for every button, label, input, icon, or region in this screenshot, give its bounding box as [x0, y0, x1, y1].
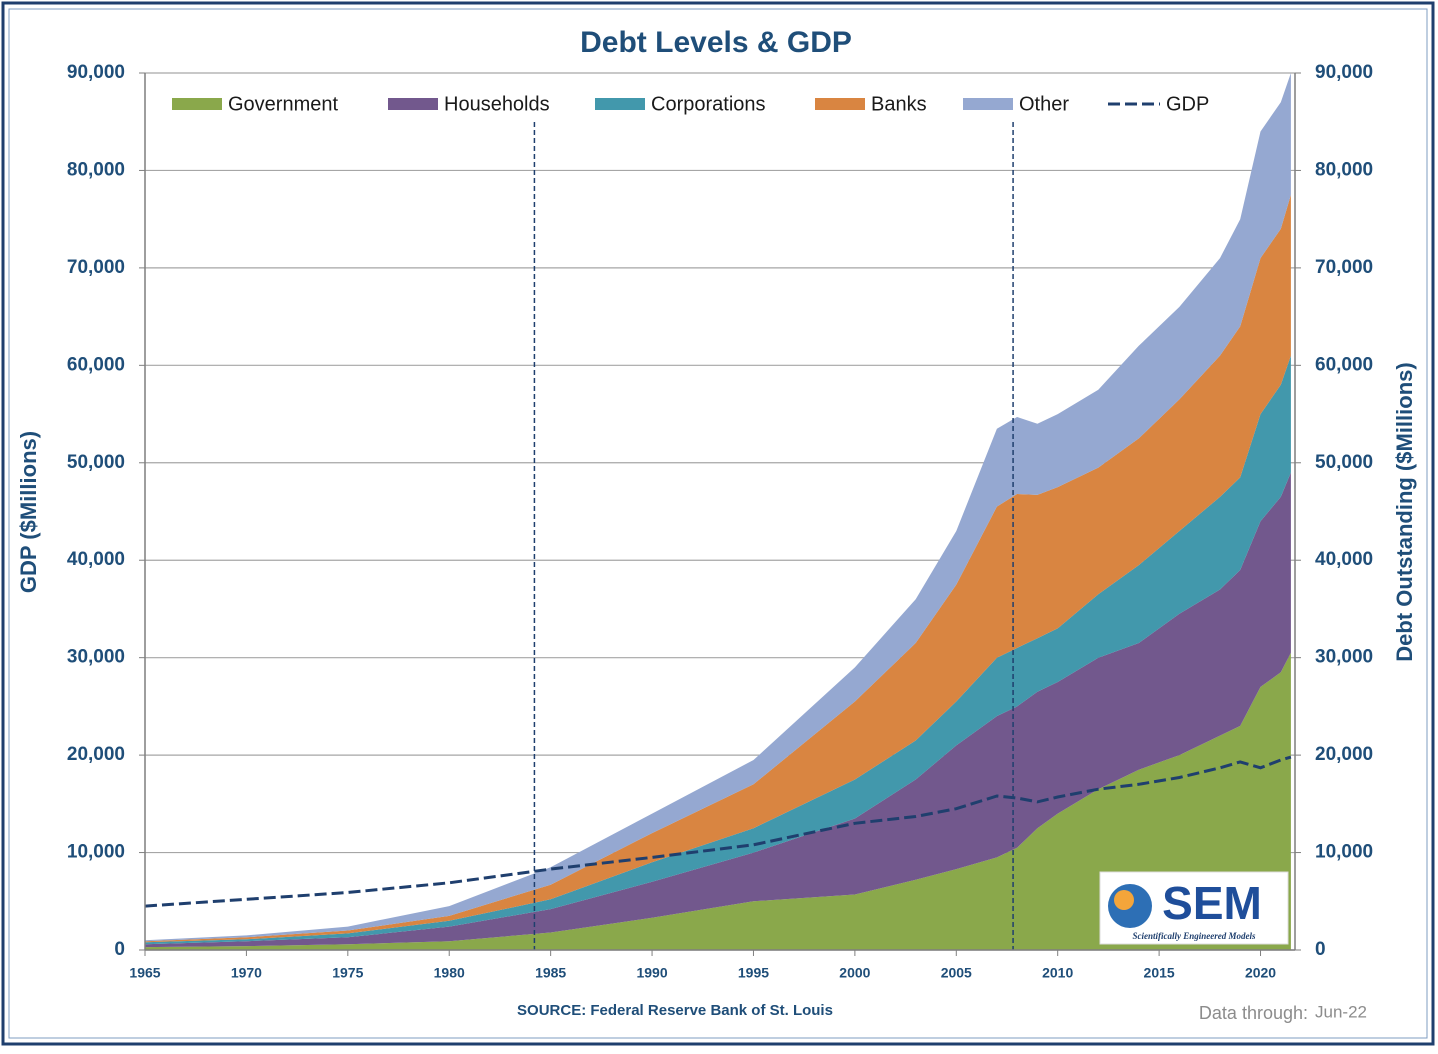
legend-label: Other: [1019, 93, 1069, 115]
x-tick-label: 1985: [535, 965, 566, 981]
legend-swatch: [595, 98, 645, 110]
x-tick-label: 2005: [941, 965, 972, 981]
y-tick-label: 60,000: [67, 354, 125, 375]
inner-frame: [8, 8, 1428, 1039]
y2-tick-label: 0: [1315, 939, 1326, 960]
x-tick-label: 1965: [129, 965, 160, 981]
source-note: SOURCE: Federal Reserve Bank of St. Loui…: [517, 1002, 833, 1019]
y-tick-label: 0: [114, 939, 125, 960]
x-tick-label: 2000: [839, 965, 870, 981]
data-through-label: Data through:: [1199, 1003, 1308, 1023]
area-banks: [145, 194, 1291, 943]
legend-swatch: [172, 98, 222, 110]
x-tick-label: 1980: [434, 965, 465, 981]
y2-tick-label: 10,000: [1315, 842, 1373, 863]
area-government: [145, 652, 1291, 950]
x-tick-label: 2015: [1144, 965, 1175, 981]
logo-subtitle: Scientifically Engineered Models: [1133, 931, 1256, 941]
area-corporations: [145, 355, 1291, 945]
legend-label: Government: [228, 93, 338, 115]
data-through-date: Jun-22: [1315, 1002, 1367, 1021]
legend-label: Households: [444, 93, 550, 115]
y2-tick-label: 30,000: [1315, 647, 1373, 668]
y-tick-label: 20,000: [67, 744, 125, 765]
legend-label: Banks: [871, 93, 927, 115]
y2-tick-label: 90,000: [1315, 62, 1373, 83]
plot-area: 0 10,000 20,000 30,000 40,000 50,000 60,000 70,…: [67, 62, 1373, 981]
legend-swatch: [815, 98, 865, 110]
logo-sun: [1114, 890, 1134, 910]
x-tick-label: 1995: [738, 965, 769, 981]
y2-tick-label: 40,000: [1315, 549, 1373, 570]
chart-title: Debt Levels & GDP: [580, 26, 852, 59]
x-tick-label: 2010: [1042, 965, 1073, 981]
y-tick-label: 40,000: [67, 549, 125, 570]
x-tick-label: 1975: [332, 965, 363, 981]
y2-tick-label: 80,000: [1315, 159, 1373, 180]
y-tick-label: 10,000: [67, 842, 125, 863]
y-tick-label: 50,000: [67, 452, 125, 473]
y-axis-label: GDP ($Millions): [16, 431, 41, 593]
y2-tick-label: 50,000: [1315, 452, 1373, 473]
x-tick-label: 2020: [1245, 965, 1276, 981]
y-tick-label: 90,000: [67, 62, 125, 83]
legend-swatch: [963, 98, 1013, 110]
y2-tick-label: 60,000: [1315, 354, 1373, 375]
logo: SEM Scientifically Engineered Models: [1099, 871, 1289, 945]
y-tick-label: 30,000: [67, 647, 125, 668]
y2-tick-label: 20,000: [1315, 744, 1373, 765]
area-households: [145, 472, 1291, 948]
legend-swatch: [388, 98, 438, 110]
y2-axis-label: Debt Outstanding ($Millions): [1392, 362, 1417, 661]
legend-label: Corporations: [651, 93, 766, 115]
x-tick-label: 1990: [636, 965, 667, 981]
y-tick-label: 70,000: [67, 257, 125, 278]
y-tick-label: 80,000: [67, 159, 125, 180]
gdp-line: [144, 755, 1292, 908]
legend-label: GDP: [1166, 93, 1209, 115]
x-tick-label: 1970: [231, 965, 262, 981]
y2-tick-label: 70,000: [1315, 257, 1373, 278]
logo-title: SEM: [1162, 877, 1262, 929]
